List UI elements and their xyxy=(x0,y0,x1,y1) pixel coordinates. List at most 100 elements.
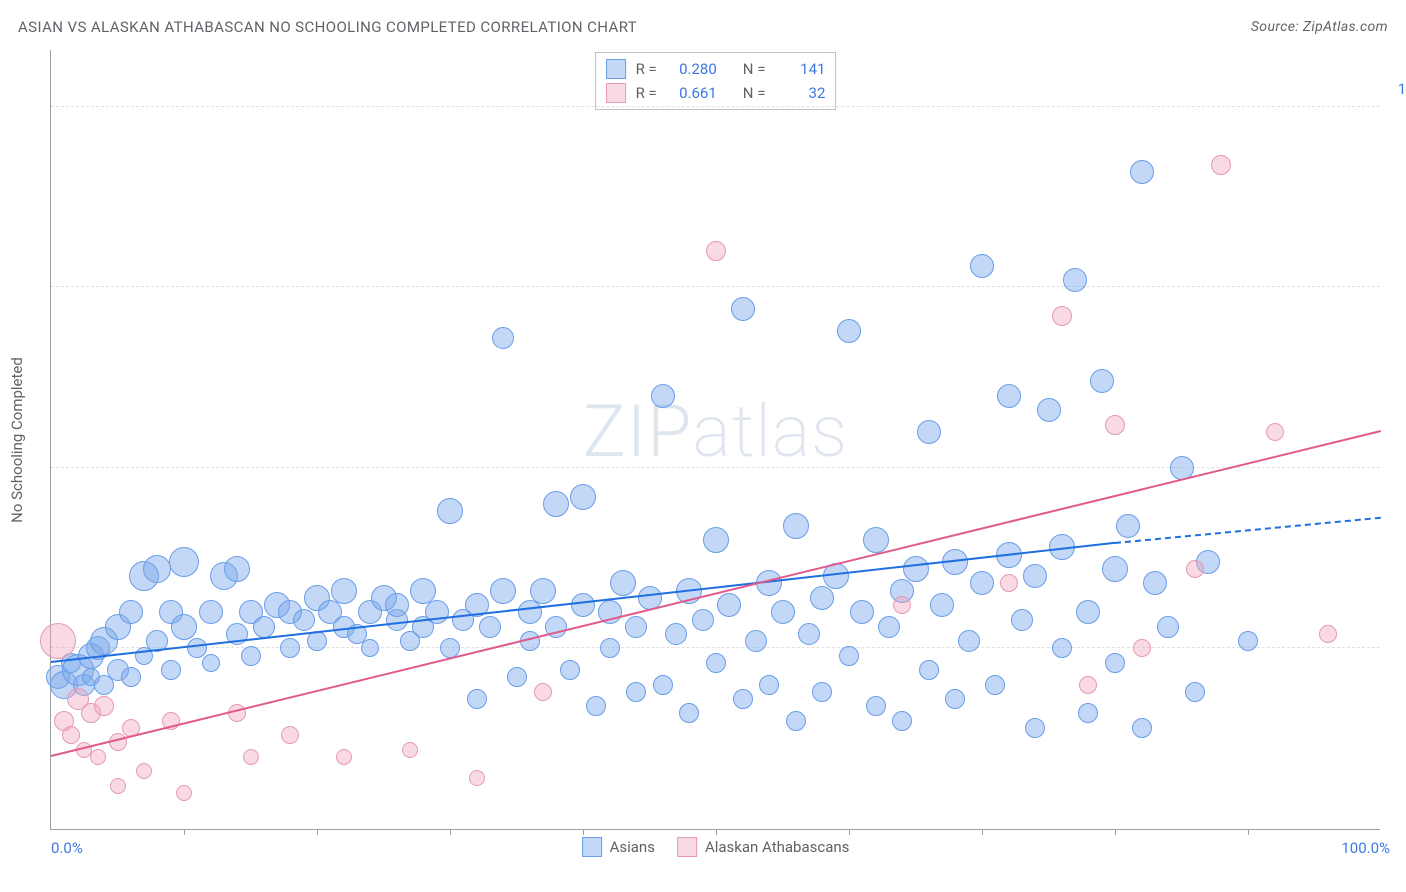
data-point-asian xyxy=(518,600,542,624)
x-axis-min-label: 0.0% xyxy=(51,839,83,857)
y-tick-label: 10.0% xyxy=(1388,80,1406,98)
data-point-asian xyxy=(479,616,501,638)
data-point-asian xyxy=(798,623,820,645)
data-point-asian xyxy=(745,630,767,652)
data-point-asian xyxy=(410,578,436,604)
data-point-asian xyxy=(530,578,556,604)
data-point-asian xyxy=(1116,514,1140,538)
data-point-asian xyxy=(812,682,832,702)
data-point-athabascan xyxy=(1105,415,1125,435)
data-point-asian xyxy=(930,593,954,617)
data-point-asian xyxy=(1025,718,1045,738)
legend-stats-row-asian: R = 0.280 N = 141 xyxy=(606,57,826,81)
data-point-asian xyxy=(224,556,250,582)
legend-stats: R = 0.280 N = 141 R = 0.661 N = 32 xyxy=(595,52,837,110)
legend-swatch-athabascan xyxy=(677,837,697,857)
y-axis-title: No Schooling Completed xyxy=(8,357,26,523)
x-tick xyxy=(1248,829,1249,835)
data-point-athabascan xyxy=(176,785,192,801)
chart-title: ASIAN VS ALASKAN ATHABASCAN NO SCHOOLING… xyxy=(18,18,637,36)
x-tick xyxy=(450,829,451,835)
data-point-asian xyxy=(307,631,327,651)
data-point-asian xyxy=(1130,160,1154,184)
legend-n-value-athabascan: 32 xyxy=(775,81,825,105)
data-point-asian xyxy=(121,667,141,687)
data-point-asian xyxy=(1076,600,1100,624)
data-point-athabascan xyxy=(706,241,726,261)
legend-r-value-athabascan: 0.661 xyxy=(667,81,717,105)
x-tick xyxy=(317,829,318,835)
data-point-asian xyxy=(985,675,1005,695)
x-tick xyxy=(1115,829,1116,835)
data-point-asian xyxy=(361,639,379,657)
y-tick-label: 2.5% xyxy=(1388,621,1406,639)
title-bar: ASIAN VS ALASKAN ATHABASCAN NO SCHOOLING… xyxy=(18,18,1388,36)
legend-label-athabascan: Alaskan Athabascans xyxy=(705,838,849,856)
legend-item-athabascan: Alaskan Athabascans xyxy=(677,837,849,857)
data-point-asian xyxy=(1023,564,1047,588)
scatter-plot: ZIPatlas No Schooling Completed 0.0% 100… xyxy=(50,50,1380,830)
data-point-athabascan xyxy=(110,778,126,794)
data-point-asian xyxy=(866,696,886,716)
data-point-asian xyxy=(651,384,675,408)
data-point-asian xyxy=(1037,398,1061,422)
data-point-asian xyxy=(692,609,714,631)
watermark: ZIPatlas xyxy=(583,389,848,474)
data-point-asian xyxy=(331,578,357,604)
data-point-athabascan xyxy=(402,742,418,758)
data-point-asian xyxy=(1063,268,1087,292)
data-point-athabascan xyxy=(1000,574,1018,592)
legend-stats-row-athabascan: R = 0.661 N = 32 xyxy=(606,81,826,105)
data-point-asian xyxy=(1105,653,1125,673)
data-point-asian xyxy=(665,623,687,645)
legend-r-label: R = xyxy=(636,81,657,105)
data-point-asian xyxy=(1157,616,1179,638)
data-point-athabascan xyxy=(281,726,299,744)
data-point-asian xyxy=(560,660,580,680)
data-point-athabascan xyxy=(62,726,80,744)
data-point-asian xyxy=(717,593,741,617)
y-tick-label: 5.0% xyxy=(1388,441,1406,459)
data-point-asian xyxy=(143,555,171,583)
y-tick-label: 7.5% xyxy=(1388,260,1406,278)
data-point-asian xyxy=(839,646,859,666)
data-point-athabascan xyxy=(893,596,911,614)
data-point-asian xyxy=(1132,718,1152,738)
data-point-athabascan xyxy=(136,763,152,779)
data-point-asian xyxy=(169,547,199,577)
trend-line xyxy=(1115,516,1381,543)
data-point-asian xyxy=(945,689,965,709)
data-point-asian xyxy=(1143,571,1167,595)
data-point-asian xyxy=(733,689,753,709)
x-tick xyxy=(716,829,717,835)
legend-label-asian: Asians xyxy=(610,838,655,856)
data-point-asian xyxy=(467,689,487,709)
data-point-asian xyxy=(293,609,315,631)
data-point-asian xyxy=(997,384,1021,408)
data-point-asian xyxy=(1078,703,1098,723)
grid-line xyxy=(51,286,1380,287)
data-point-asian xyxy=(703,527,729,553)
data-point-athabascan xyxy=(1052,306,1072,326)
data-point-asian xyxy=(253,616,275,638)
data-point-asian xyxy=(970,254,994,278)
data-point-asian xyxy=(119,600,143,624)
data-point-asian xyxy=(970,571,994,595)
data-point-athabascan xyxy=(1319,625,1337,643)
legend-n-label: N = xyxy=(743,57,766,81)
data-point-asian xyxy=(202,654,220,672)
data-point-asian xyxy=(437,498,463,524)
data-point-asian xyxy=(919,660,939,680)
data-point-asian xyxy=(490,578,516,604)
x-tick xyxy=(583,829,584,835)
data-point-asian xyxy=(543,491,569,517)
data-point-asian xyxy=(1102,556,1128,582)
legend-r-value-asian: 0.280 xyxy=(667,57,717,81)
data-point-athabascan xyxy=(534,683,552,701)
legend-item-asian: Asians xyxy=(582,837,655,857)
data-point-asian xyxy=(280,638,300,658)
data-point-asian xyxy=(571,593,595,617)
data-point-asian xyxy=(958,630,980,652)
data-point-asian xyxy=(917,420,941,444)
data-point-asian xyxy=(653,675,673,695)
